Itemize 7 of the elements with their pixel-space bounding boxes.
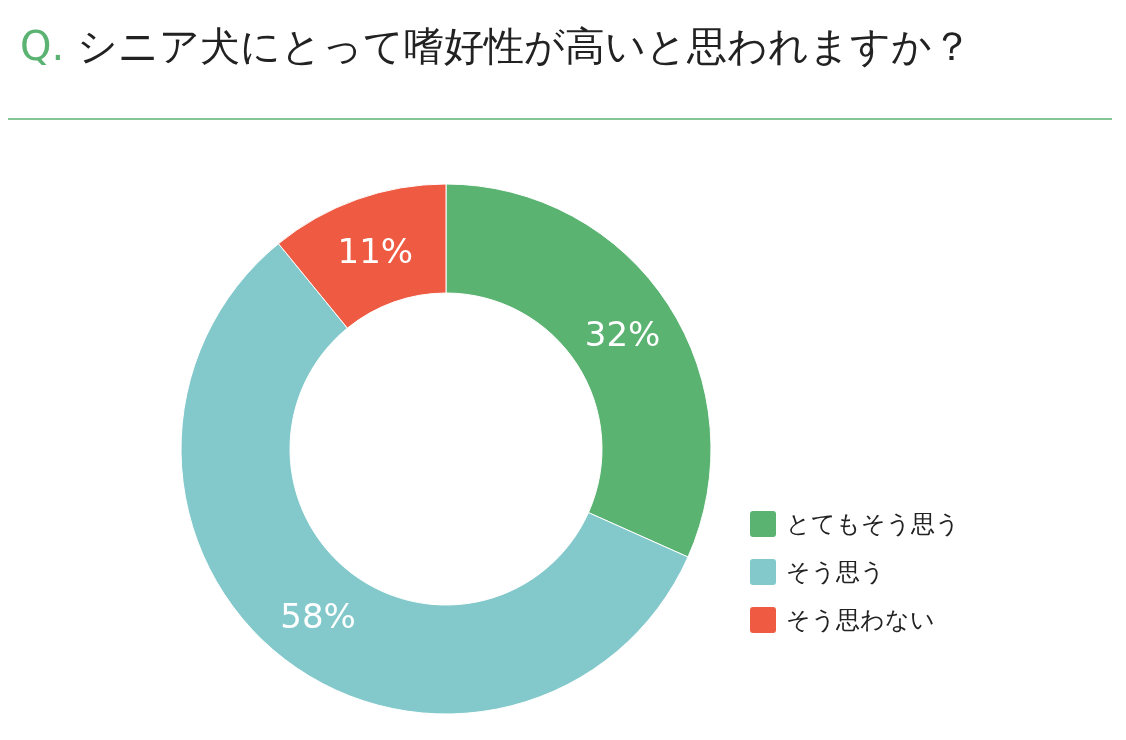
legend-label: そう思う bbox=[786, 558, 885, 586]
data-label: 58% bbox=[280, 596, 356, 637]
data-label: 11% bbox=[337, 230, 414, 271]
chart-title: Q. シニア犬にとって嗜好性が高いと思われますか？ bbox=[20, 23, 972, 69]
legend-label: とてもそう思う bbox=[786, 510, 960, 538]
legend-label: そう思わない bbox=[786, 606, 935, 634]
data-label: 32% bbox=[584, 314, 661, 355]
